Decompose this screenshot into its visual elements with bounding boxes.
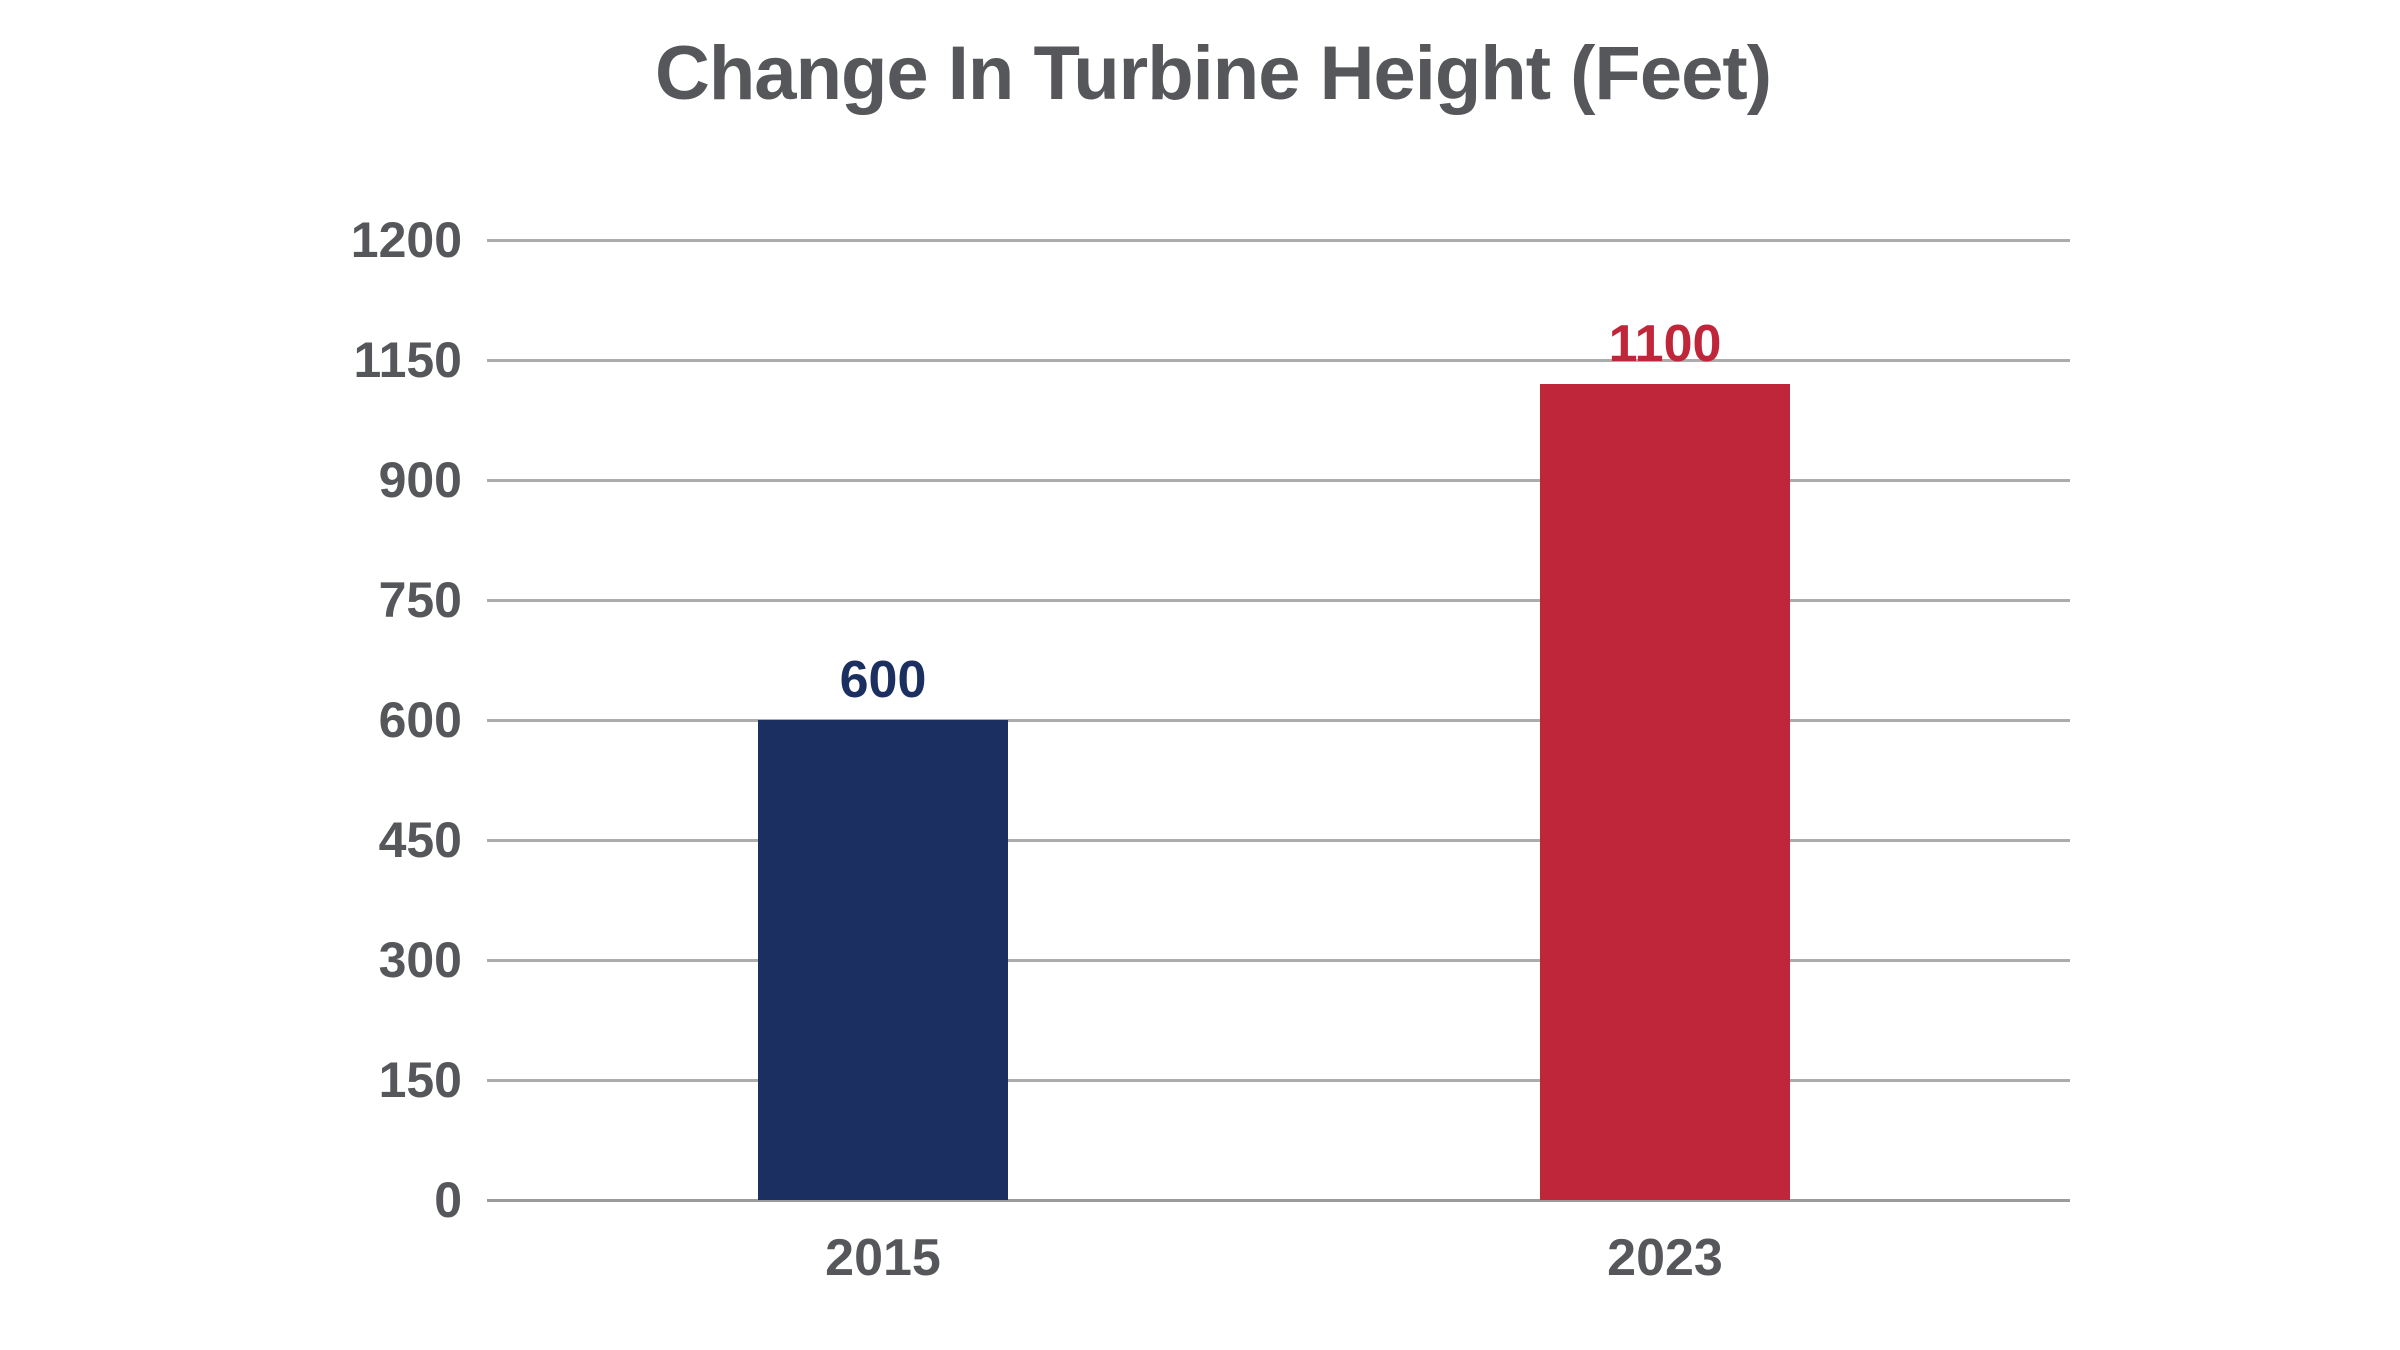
ytick-label-600: 600 bbox=[378, 692, 462, 748]
xtick-label-2015: 2015 bbox=[825, 1229, 941, 1287]
chart-title: Change In Turbine Height (Feet) bbox=[654, 31, 1772, 116]
bar-2023 bbox=[1540, 384, 1790, 1200]
gridline-y-750 bbox=[487, 599, 2070, 602]
bar-value-label-2015: 600 bbox=[839, 651, 927, 709]
gridline-y-0 bbox=[487, 1199, 2070, 1202]
ytick-label-900: 900 bbox=[378, 452, 462, 508]
ytick-label-300: 300 bbox=[378, 932, 462, 988]
ytick-label-1200: 1200 bbox=[350, 212, 462, 268]
gridline-y-1150 bbox=[487, 359, 2070, 362]
bar-value-label-2023: 1100 bbox=[1608, 315, 1722, 373]
ytick-label-1150: 1150 bbox=[353, 332, 462, 388]
gridline-y-900 bbox=[487, 479, 2070, 482]
gridline-y-1200 bbox=[487, 239, 2070, 242]
gridline-y-450 bbox=[487, 839, 2070, 842]
xtick-label-2023: 2023 bbox=[1607, 1229, 1723, 1287]
ytick-label-0: 0 bbox=[434, 1172, 462, 1228]
gridline-y-150 bbox=[487, 1079, 2070, 1082]
gridline-y-300 bbox=[487, 959, 2070, 962]
ytick-label-150: 150 bbox=[378, 1052, 462, 1108]
bar-2015 bbox=[758, 720, 1008, 1200]
ytick-label-750: 750 bbox=[378, 572, 462, 628]
gridline-y-600 bbox=[487, 719, 2070, 722]
ytick-label-450: 450 bbox=[378, 812, 462, 868]
